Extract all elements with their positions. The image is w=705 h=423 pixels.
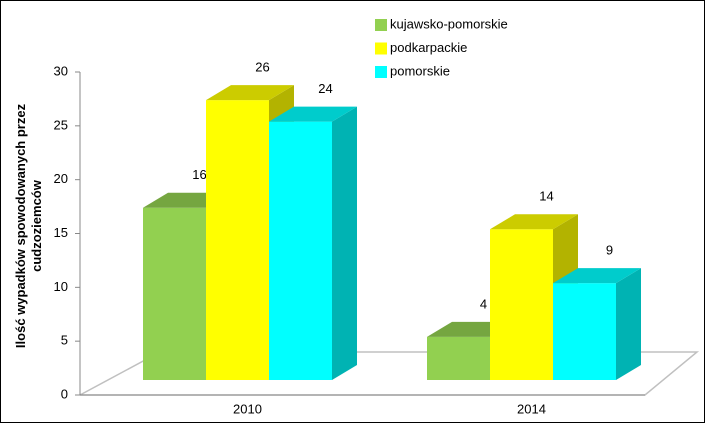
bar-face [206, 100, 269, 381]
data-label: 16 [192, 167, 206, 182]
legend-label: pomorskie [390, 63, 450, 78]
y-tick-label: 5 [61, 333, 68, 348]
y-axis-label: Ilość wypadków spowodowanych przez cudzo… [13, 103, 44, 349]
bar-face [490, 229, 553, 380]
bar [269, 106, 357, 380]
y-tick-label: 10 [54, 279, 68, 294]
legend-label: podkarpackie [390, 40, 467, 55]
y-tick-label: 15 [54, 225, 68, 240]
data-label: 24 [318, 81, 332, 96]
y-tick-label: 30 [54, 63, 68, 78]
y-tick-label: 20 [54, 171, 68, 186]
bar-face [143, 207, 206, 380]
y-tick-label: 0 [61, 386, 68, 401]
legend-swatch [375, 42, 387, 55]
data-label: 14 [539, 189, 553, 204]
x-tick-label: 2010 [233, 401, 262, 416]
data-label: 4 [480, 296, 487, 311]
legend-swatch [375, 66, 387, 78]
data-label: 26 [255, 60, 269, 75]
bar-face [269, 106, 357, 122]
x-tick-label: 2014 [517, 401, 546, 416]
bar-face [490, 214, 578, 230]
y-tick-label: 25 [54, 117, 68, 132]
bar [553, 268, 641, 380]
bar-face [553, 283, 616, 380]
bar-face [616, 268, 641, 380]
bar-face [553, 268, 641, 284]
legend-swatch [375, 19, 387, 31]
bar-face [427, 336, 490, 380]
data-label: 9 [606, 243, 613, 258]
bar-face [269, 121, 332, 380]
bar-face [332, 106, 357, 380]
legend-label: kujawsko-pomorskie [390, 16, 508, 31]
bar-face [206, 85, 294, 101]
